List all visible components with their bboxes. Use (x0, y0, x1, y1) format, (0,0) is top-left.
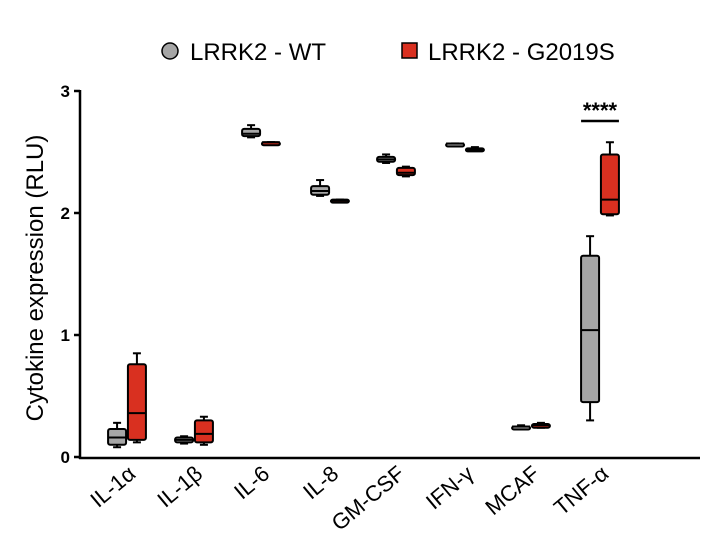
x-tick-label-il-1b: IL-1β (152, 461, 207, 513)
box-body (241, 127, 262, 138)
significance-annotation: **** (581, 98, 619, 123)
legend: LRRK2 - WT LRRK2 - G2019S (161, 39, 615, 66)
box-body (193, 419, 214, 444)
legend-label-g2019s: LRRK2 - G2019S (428, 39, 615, 66)
box-series (107, 124, 620, 449)
box-wt-0 (107, 421, 128, 449)
box-wt-4 (376, 153, 397, 164)
y-tick-label-1: 1 (61, 326, 70, 345)
box-wt-2 (241, 124, 262, 139)
box-g2019s-4 (395, 165, 416, 178)
y-tick-label-3: 3 (61, 82, 70, 101)
legend-label-wt: LRRK2 - WT (190, 39, 326, 66)
box-wt-6 (511, 424, 532, 431)
y-ticks: 0 1 2 3 (61, 82, 80, 467)
box-wt-5 (445, 142, 466, 148)
box-body (580, 254, 601, 404)
y-axis-title: Cytokine expression (RLU) (22, 135, 49, 422)
x-ticks: IL-1α IL-1β IL-6 IL-8 GM-CSF IFN-γ MCAF … (85, 461, 613, 536)
x-tick-label-mcaf: MCAF (480, 461, 544, 520)
x-tick-label-gm-csf: GM-CSF (327, 461, 410, 536)
box-g2019s-3 (329, 198, 350, 204)
x-tick-label-il-1a: IL-1α (85, 461, 140, 513)
box-body (395, 166, 416, 177)
box-body (599, 153, 620, 216)
box-g2019s-6 (530, 421, 551, 429)
box-g2019s-7 (599, 141, 620, 217)
box-wt-1 (174, 435, 195, 445)
y-tick-label-0: 0 (61, 448, 70, 467)
box-body (126, 363, 147, 441)
box-wt-3 (310, 179, 331, 197)
x-tick-label-il-8: IL-8 (298, 461, 343, 505)
box-g2019s-5 (464, 146, 485, 153)
box-g2019s-1 (193, 415, 214, 446)
x-tick-label-tnf-a: TNF-α (549, 461, 613, 521)
box-g2019s-2 (260, 141, 281, 147)
box-wt-7 (580, 235, 601, 422)
legend-marker-g2019s (401, 42, 418, 59)
y-tick-label-2: 2 (61, 204, 70, 223)
x-tick-label-ifn-g: IFN-γ (421, 461, 478, 515)
x-tick-label-il-6: IL-6 (229, 461, 274, 505)
significance-label: **** (583, 98, 618, 123)
legend-marker-wt (161, 42, 179, 60)
box-g2019s-0 (126, 352, 147, 444)
